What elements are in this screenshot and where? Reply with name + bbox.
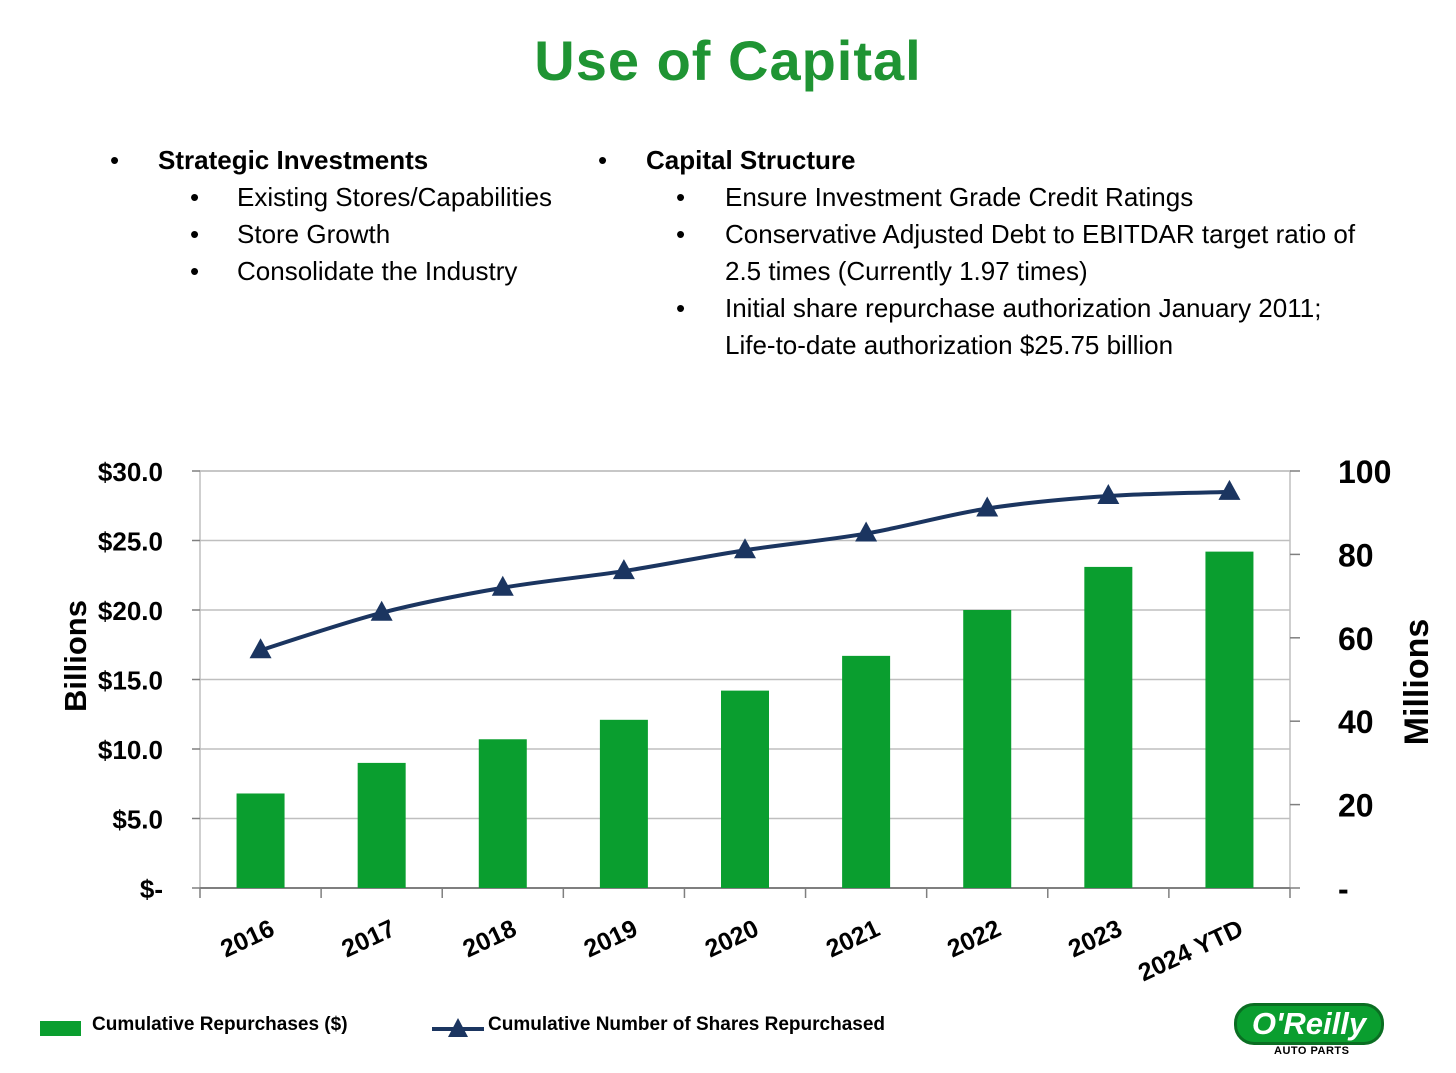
list-item: • Existing Stores/Capabilities <box>110 179 552 216</box>
list-item-continuation: Life-to-date authorization $25.75 billio… <box>598 327 1355 364</box>
list-item-text: Conservative Adjusted Debt to EBITDAR ta… <box>725 219 1356 249</box>
y2-tick-label: 20 <box>1338 788 1374 824</box>
x-tick-label: 2017 <box>337 914 399 963</box>
list-item: • Ensure Investment Grade Credit Ratings <box>598 179 1355 216</box>
list-item-text: Consolidate the Industry <box>237 256 518 286</box>
y-tick-label: $- <box>140 874 163 904</box>
y-tick-label: $15.0 <box>98 666 163 696</box>
y2-tick-label: 40 <box>1338 704 1374 740</box>
bullet-dot: • <box>190 219 200 249</box>
list-item-text: Store Growth <box>237 219 391 249</box>
list-item: • Conservative Adjusted Debt to EBITDAR … <box>598 216 1355 253</box>
bullet-dot: • <box>676 182 686 212</box>
bar <box>599 719 648 888</box>
list-item-continuation: 2.5 times (Currently 1.97 times) <box>598 253 1355 290</box>
list-item: • Store Growth <box>110 216 552 253</box>
legend-bar-swatch <box>40 1021 81 1036</box>
bullet-heading: • Capital Structure <box>598 142 1355 179</box>
y-tick-label: $5.0 <box>112 805 163 835</box>
bullet-dot: • <box>676 293 686 323</box>
oreilly-logo: O'Reilly AUTO PARTS <box>1234 1003 1384 1059</box>
logo-wordmark: O'Reilly <box>1234 1003 1384 1045</box>
x-tick-label: 2019 <box>580 914 642 963</box>
slide-title: Use of Capital <box>534 29 922 92</box>
list-item-text: Initial share repurchase authorization J… <box>725 293 1322 323</box>
y2-tick-label: 80 <box>1338 537 1374 573</box>
list-item-text: Ensure Investment Grade Credit Ratings <box>725 182 1194 212</box>
y-tick-label: $25.0 <box>98 527 163 557</box>
strategic-investments-heading: Strategic Investments <box>158 145 429 175</box>
bar <box>1084 566 1133 888</box>
logo-subtitle: AUTO PARTS <box>1274 1045 1350 1057</box>
bullet-dot: • <box>676 219 686 249</box>
bar <box>478 739 527 888</box>
bullet-dot: • <box>598 145 608 175</box>
line-point-triangle <box>976 496 999 517</box>
x-tick-label: 2021 <box>822 914 884 963</box>
x-tick-label: 2016 <box>216 914 278 963</box>
bar <box>842 655 891 888</box>
shares-line <box>259 489 1230 653</box>
bullet-dot: • <box>110 145 120 175</box>
capital-structure-heading: Capital Structure <box>646 145 856 175</box>
line-point-triangle <box>370 600 393 621</box>
x-tick-label: 2022 <box>943 914 1005 963</box>
y2-tick-label: - <box>1338 871 1349 907</box>
bar <box>721 690 769 888</box>
bar <box>963 610 1012 888</box>
list-item-text: Existing Stores/Capabilities <box>237 182 553 212</box>
bar <box>236 793 285 888</box>
y2-axis-title: Millions <box>1398 619 1436 746</box>
line-point-triangle <box>491 575 514 596</box>
line-point-triangle <box>1218 479 1241 500</box>
legend-triangle-icon <box>448 1018 468 1037</box>
legend-line-label: Cumulative Number of Shares Repurchased <box>488 1014 885 1035</box>
x-tick-label: 2018 <box>459 914 521 963</box>
legend-line-swatch <box>432 1018 484 1037</box>
y-tick-label: $10.0 <box>98 735 163 765</box>
line-point-triangle <box>734 538 756 559</box>
list-item: • Initial share repurchase authorization… <box>598 290 1355 327</box>
bullet-heading: • Strategic Investments <box>110 142 552 179</box>
bar <box>357 762 406 888</box>
list-item-text: Life-to-date authorization $25.75 billio… <box>725 330 1174 360</box>
line-point-triangle <box>855 521 878 542</box>
strategic-investments-list: • Strategic Investments • Existing Store… <box>110 142 552 290</box>
bullet-dot: • <box>190 182 200 212</box>
y2-tick-label: 100 <box>1338 454 1391 490</box>
capital-structure-list: • Capital Structure • Ensure Investment … <box>598 142 1355 364</box>
list-item-text: 2.5 times (Currently 1.97 times) <box>725 256 1088 286</box>
x-tick-label: 2020 <box>701 914 763 963</box>
y-tick-label: $20.0 <box>98 596 163 626</box>
line-point-triangle <box>1097 484 1120 505</box>
legend-bar-label: Cumulative Repurchases ($) <box>92 1014 348 1035</box>
y2-tick-label: 60 <box>1338 621 1374 657</box>
x-tick-label: 2024 YTD <box>1134 914 1247 987</box>
line-point-triangle <box>249 638 272 659</box>
x-tick-label: 2023 <box>1064 914 1126 963</box>
y-tick-label: $30.0 <box>98 457 163 487</box>
bullet-dot: • <box>190 256 200 286</box>
bar <box>1205 551 1254 888</box>
line-point-triangle <box>612 559 635 580</box>
y-axis-title: Billions <box>58 600 93 712</box>
list-item: • Consolidate the Industry <box>110 253 552 290</box>
